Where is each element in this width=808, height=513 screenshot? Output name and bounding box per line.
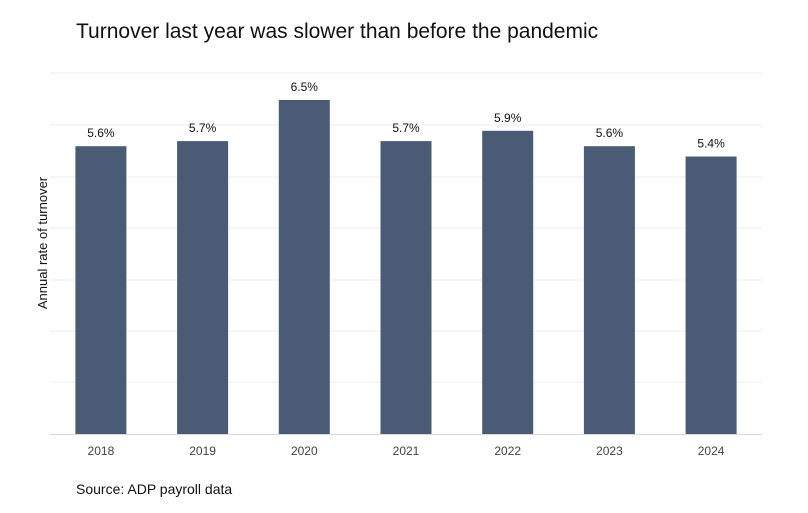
data-label-2023: 5.6% [596, 126, 624, 140]
bar-2022 [482, 130, 534, 435]
x-tick-2022: 2022 [494, 444, 521, 458]
x-tick-labels: 2018 2019 2020 2021 2022 2023 2024 [88, 444, 725, 458]
bar-2024 [685, 156, 737, 434]
data-label-2020: 6.5% [291, 80, 319, 94]
data-label-2022: 5.9% [494, 111, 522, 125]
bar-2021 [380, 141, 432, 434]
bar-2020 [278, 100, 330, 434]
x-tick-2019: 2019 [189, 444, 216, 458]
x-tick-2024: 2024 [698, 444, 725, 458]
bar-2019 [177, 141, 229, 434]
data-label-2019: 5.7% [189, 121, 217, 135]
data-label-2021: 5.7% [392, 121, 420, 135]
bars [75, 100, 737, 435]
bar-2023 [583, 146, 635, 434]
data-label-2024: 5.4% [697, 137, 725, 151]
x-tick-2021: 2021 [393, 444, 420, 458]
data-labels: 5.6% 5.7% 6.5% 5.7% 5.9% 5.6% 5.4% [87, 80, 725, 151]
x-tick-2023: 2023 [596, 444, 623, 458]
x-tick-2020: 2020 [291, 444, 318, 458]
source-note: Source: ADP payroll data [76, 481, 233, 497]
y-axis-label: Annual rate of turnover [35, 176, 50, 309]
chart-title: Turnover last year was slower than befor… [76, 20, 599, 43]
bar-2018 [75, 146, 127, 434]
x-tick-2018: 2018 [88, 444, 115, 458]
data-label-2018: 5.6% [87, 126, 115, 140]
